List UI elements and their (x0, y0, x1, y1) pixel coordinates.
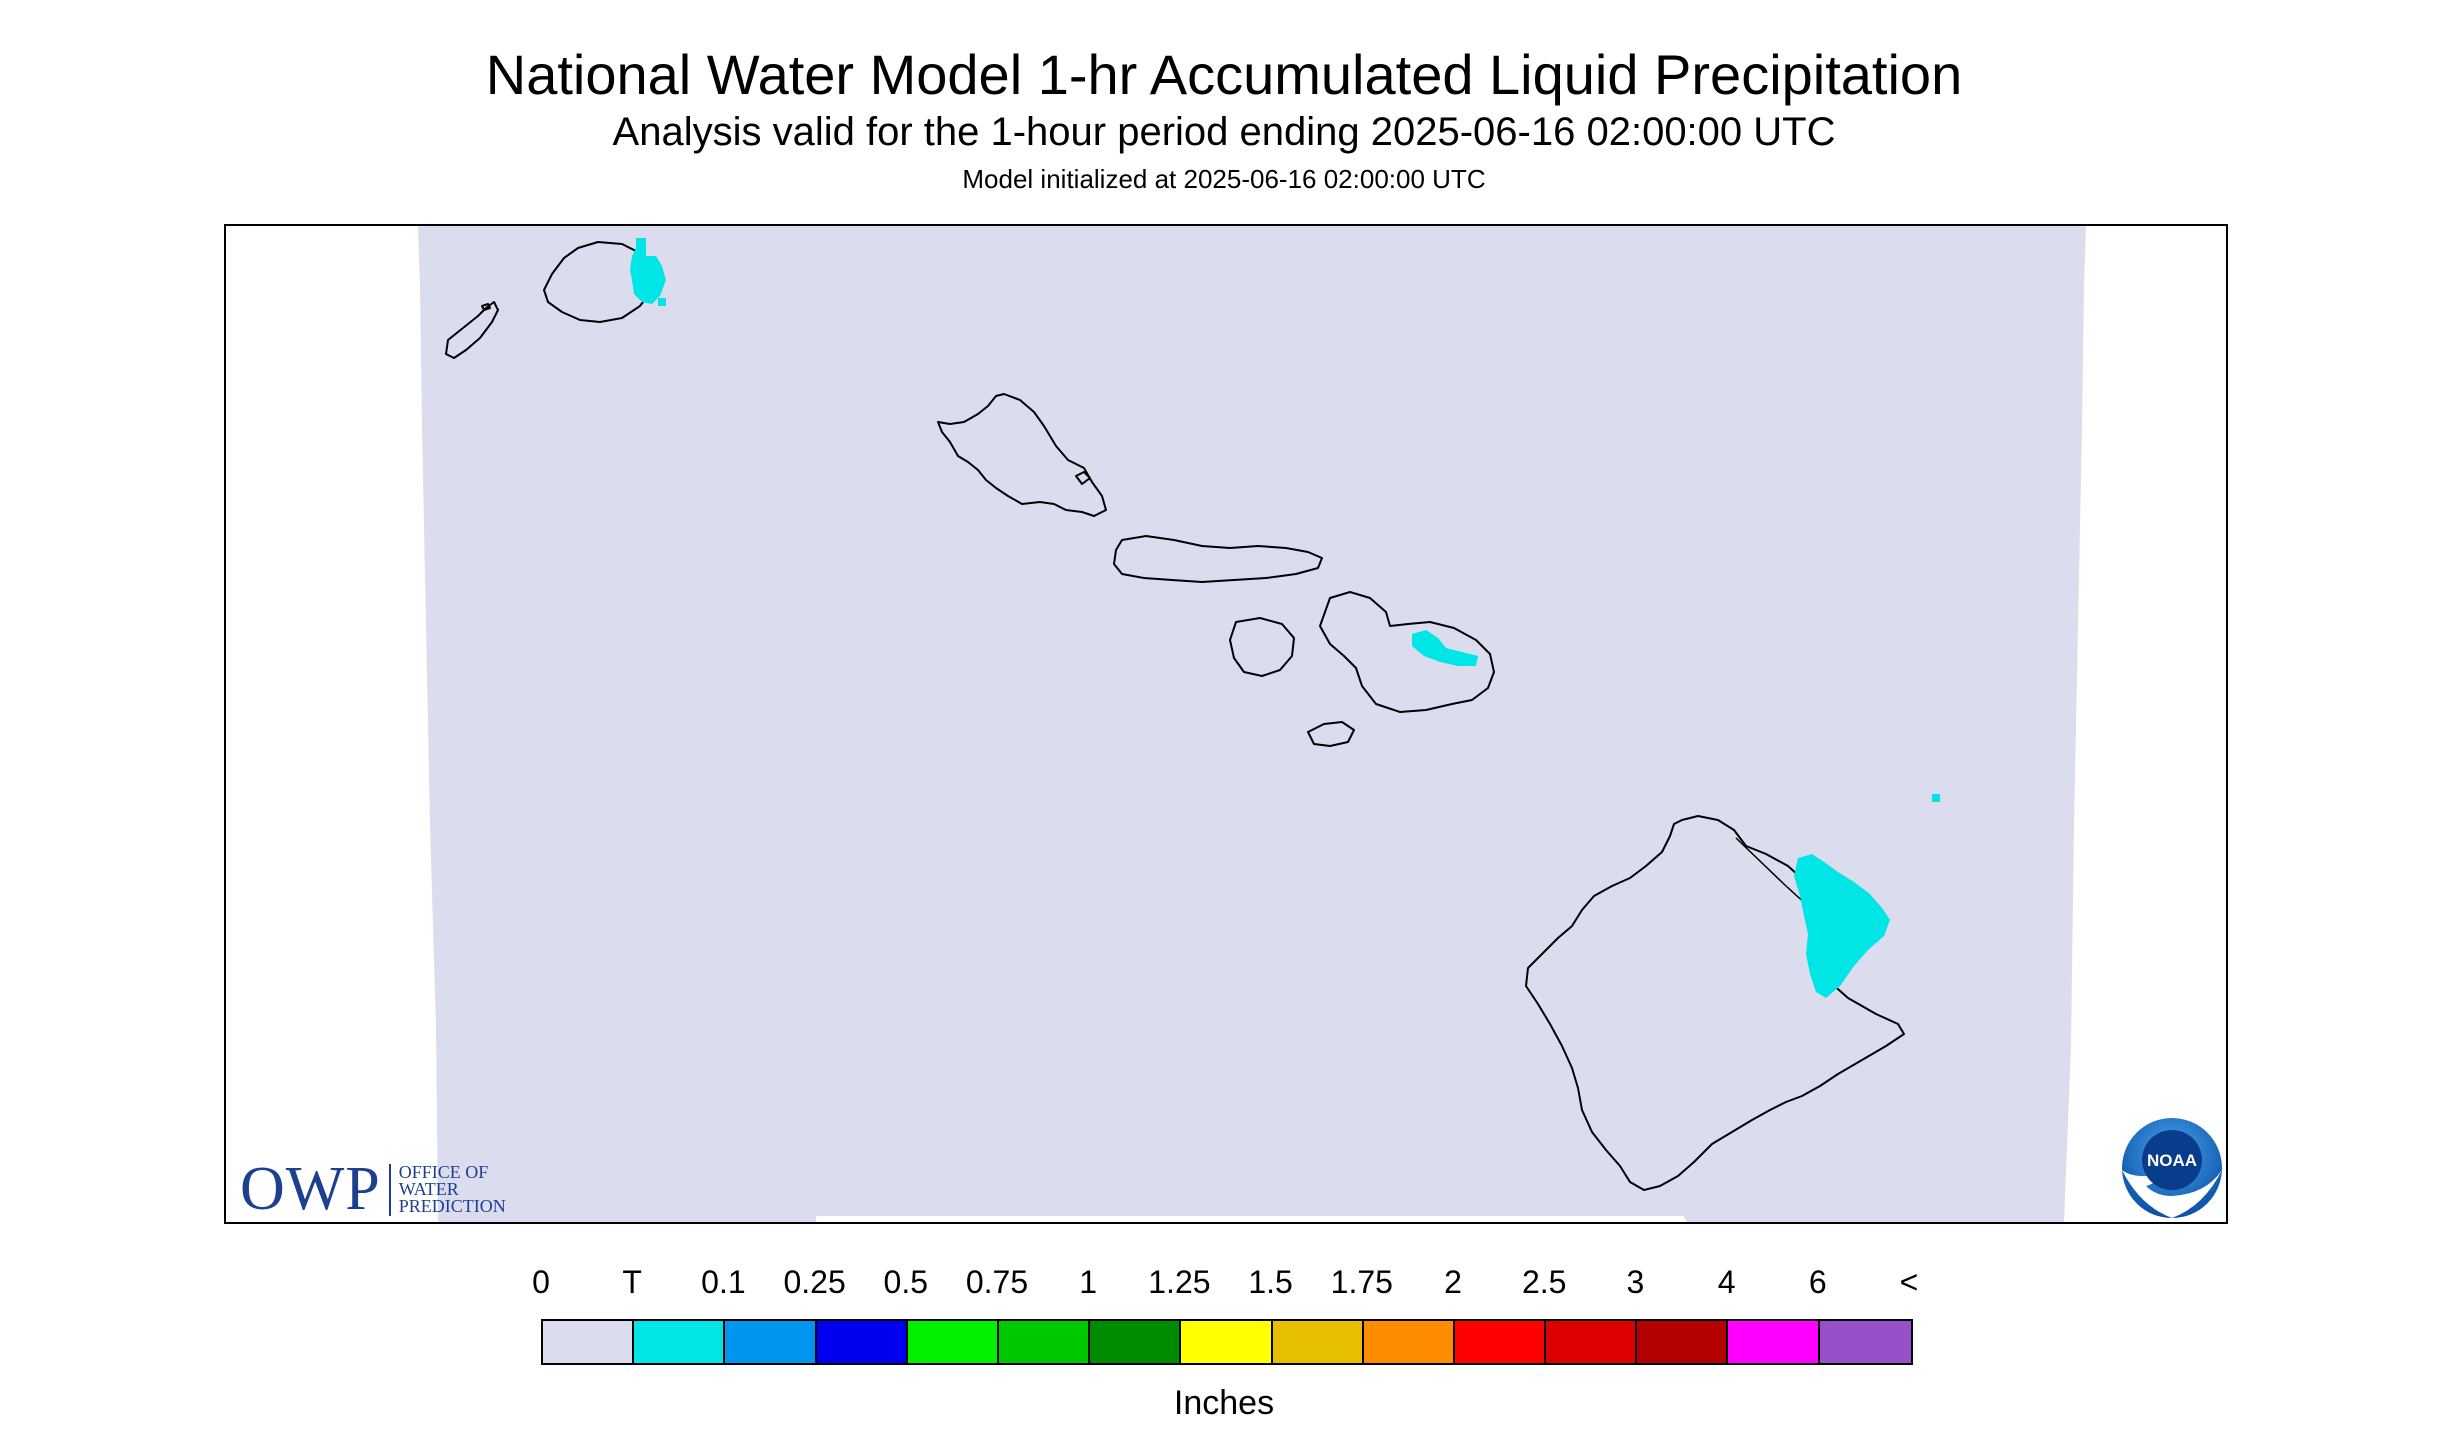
owp-line3: PREDICTION (398, 1196, 506, 1216)
map-subtitle: Analysis valid for the 1-hour period end… (612, 110, 1836, 154)
legend-swatch (1454, 1321, 1547, 1363)
legend-swatch (907, 1321, 999, 1363)
legend-swatch (1363, 1321, 1455, 1363)
owp-divider (388, 1163, 391, 1216)
legend-label: 1.5 (1248, 1264, 1293, 1300)
lanai-outline (1229, 617, 1295, 677)
legend-label: 0 (532, 1264, 550, 1300)
legend-swatch (816, 1321, 908, 1363)
precip-trace-areas (630, 238, 1940, 998)
pearl-harbor-outline (1075, 471, 1091, 485)
legend-label: 2.5 (1521, 1264, 1567, 1300)
legend-swatch (1181, 1321, 1273, 1363)
precip-kauai (630, 238, 666, 306)
legend-label: 4 (1717, 1264, 1736, 1300)
legend-swatch (1090, 1321, 1182, 1363)
legend-swatch (543, 1321, 635, 1363)
legend-labels: 0 T 0.1 0.25 0.5 0.75 1 1.25 1.5 1.75 2 2.5 3 4 6 < (532, 1264, 1918, 1304)
precipitation-map (418, 226, 2086, 1222)
legend-label: 0.5 (883, 1264, 929, 1300)
legend-label: < (1899, 1264, 1919, 1300)
legend-swatch (1546, 1321, 1638, 1363)
legend-label: 1 (1079, 1264, 1098, 1300)
noaa-logo: NOAA (2122, 1118, 2222, 1218)
owp-line1: OFFICE OF (398, 1162, 489, 1182)
molokai-outline (1113, 535, 1323, 583)
owp-abbr: OWP (240, 1155, 381, 1223)
legend-swatch (1637, 1321, 1729, 1363)
legend-colorbar (541, 1319, 1913, 1365)
legend-label: 0.25 (783, 1264, 846, 1300)
legend-label: 2 (1444, 1264, 1462, 1300)
oahu-outline (937, 393, 1107, 517)
precip-maui (1412, 630, 1478, 666)
legend-label: 3 (1626, 1264, 1645, 1300)
owp-full-name: OFFICE OF WATER PREDICTION (398, 1162, 506, 1216)
legend-label: 1.75 (1330, 1264, 1393, 1300)
legend-units: Inches (1173, 1384, 1275, 1422)
legend-swatch (1819, 1321, 1911, 1363)
legend-swatch (998, 1321, 1091, 1363)
legend-label: 6 (1808, 1264, 1827, 1300)
owp-line2: WATER (398, 1179, 459, 1199)
map-title: National Water Model 1-hr Accumulated Li… (485, 43, 1963, 106)
legend-label: 0.1 (701, 1264, 746, 1300)
kahoolawe-outline (1307, 721, 1355, 747)
legend-swatch (725, 1321, 817, 1363)
legend-swatch (634, 1321, 726, 1363)
legend-label: 1.25 (1148, 1264, 1211, 1300)
legend-label: T (622, 1264, 642, 1300)
precip-hawaii (1794, 794, 1940, 998)
model-domain (418, 226, 2086, 1222)
maui-outline (1319, 591, 1495, 713)
legend-label: 0.75 (965, 1264, 1029, 1300)
map-panel: OWP OFFICE OF WATER PREDICTION NOAA (224, 224, 2228, 1224)
kauai-outline (543, 241, 655, 323)
noaa-text: NOAA (2147, 1151, 2197, 1170)
niihau-outline (445, 301, 499, 359)
lehua-outline (481, 303, 491, 311)
model-init-text: Model initialized at 2025-06-16 02:00:00… (962, 164, 1486, 194)
legend-swatch (1272, 1321, 1364, 1363)
legend-swatch (1728, 1321, 1820, 1363)
owp-logo: OWP OFFICE OF WATER PREDICTION (240, 1154, 506, 1223)
